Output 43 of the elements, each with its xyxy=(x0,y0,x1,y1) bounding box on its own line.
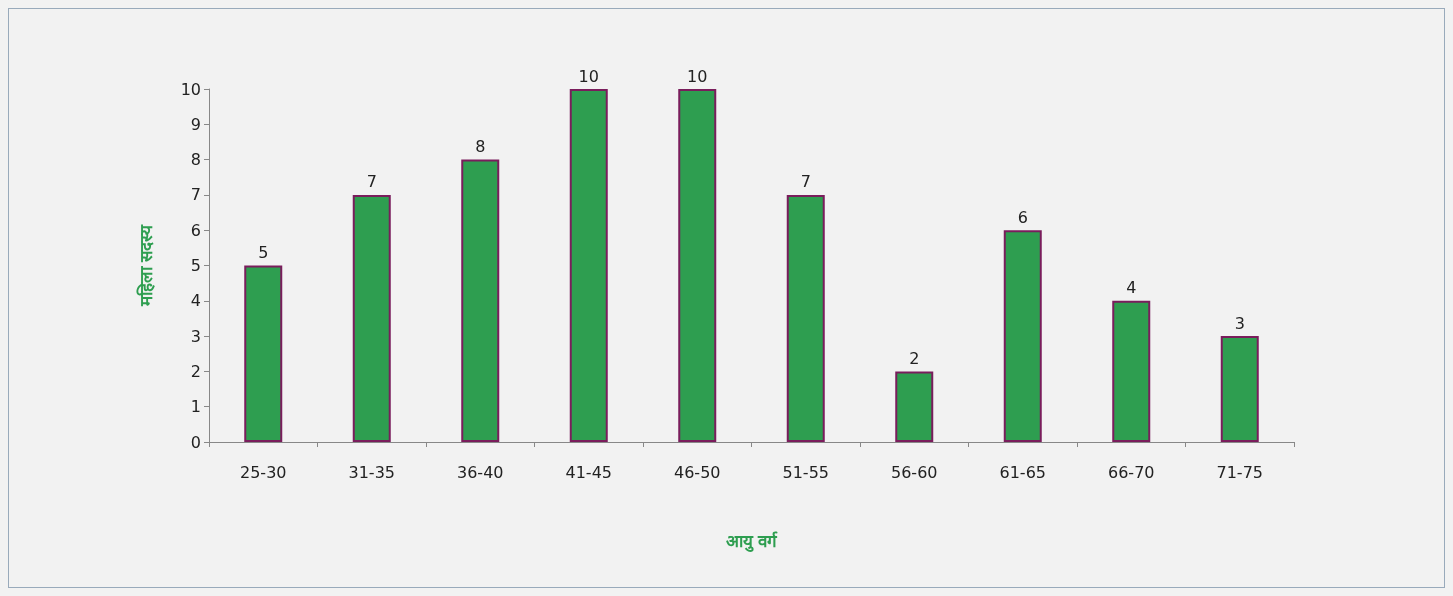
x-axis-title: आयु वर्ग xyxy=(725,530,779,552)
x-tick-label: 41-45 xyxy=(565,462,612,482)
y-tick-label: 8 xyxy=(190,150,201,170)
data-label: 7 xyxy=(366,172,377,192)
y-tick-label: 1 xyxy=(190,397,201,417)
bar xyxy=(678,89,717,442)
x-tick-label: 25-30 xyxy=(240,462,287,482)
data-label: 2 xyxy=(909,348,920,368)
data-label: 7 xyxy=(800,172,811,192)
data-label: 6 xyxy=(1017,207,1028,227)
y-tick-label: 6 xyxy=(190,220,201,240)
bar xyxy=(569,89,608,442)
data-label: 4 xyxy=(1126,278,1137,298)
y-tick-label: 2 xyxy=(190,361,201,381)
data-label: 5 xyxy=(258,243,269,262)
data-label: 10 xyxy=(578,66,599,86)
y-tick-label: 10 xyxy=(180,79,201,99)
data-label: 8 xyxy=(475,137,486,157)
bar xyxy=(895,371,934,442)
x-tick-label: 36-40 xyxy=(457,462,504,482)
y-tick-label: 4 xyxy=(190,291,201,311)
x-tick-label: 46-50 xyxy=(674,462,721,482)
bar xyxy=(1112,300,1151,442)
bar xyxy=(1220,336,1259,442)
y-tick-label: 5 xyxy=(190,256,201,275)
x-tick-label: 71-75 xyxy=(1216,462,1263,482)
x-tick-label: 61-65 xyxy=(999,462,1046,482)
y-tick-label: 9 xyxy=(190,114,201,134)
x-tick-label: 31-35 xyxy=(348,462,395,482)
data-label: 3 xyxy=(1234,313,1245,333)
y-tick-label: 7 xyxy=(190,185,201,205)
y-tick-label: 3 xyxy=(190,326,201,346)
x-tick-label: 51-55 xyxy=(782,462,829,482)
y-tick-label: 0 xyxy=(190,432,201,452)
bar xyxy=(461,159,500,442)
x-tick-label: 56-60 xyxy=(891,462,938,482)
bar xyxy=(1003,230,1042,442)
bar xyxy=(352,194,391,442)
bar xyxy=(244,265,283,442)
data-label: 10 xyxy=(687,66,708,86)
bar xyxy=(786,194,825,442)
x-tick-label: 66-70 xyxy=(1108,462,1155,482)
y-axis-title: महिला सदस्य xyxy=(135,223,156,308)
